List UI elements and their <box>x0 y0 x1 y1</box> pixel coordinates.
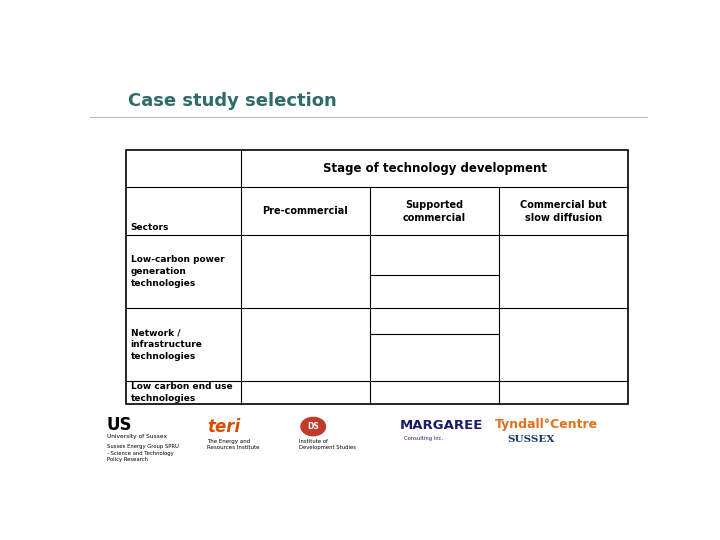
Text: Case study selection: Case study selection <box>128 92 337 110</box>
Bar <box>126 150 629 404</box>
Text: teri: teri <box>207 418 240 436</box>
Circle shape <box>301 417 325 436</box>
Text: Sectors: Sectors <box>131 223 169 232</box>
Text: The Energy and
Resources Institute: The Energy and Resources Institute <box>207 439 260 450</box>
Text: University of Sussex: University of Sussex <box>107 434 167 438</box>
Text: SUSSEX: SUSSEX <box>508 435 554 444</box>
Text: Stage of technology development: Stage of technology development <box>323 162 546 176</box>
Text: MARGAREE: MARGAREE <box>400 420 483 433</box>
Text: Consulting Inc.: Consulting Inc. <box>404 436 443 441</box>
Text: US: US <box>107 416 132 434</box>
Text: Low carbon end use
technologies: Low carbon end use technologies <box>131 382 233 403</box>
Text: Commercial but
slow diffusion: Commercial but slow diffusion <box>521 200 607 222</box>
Text: Low-carbon power
generation
technologies: Low-carbon power generation technologies <box>131 255 225 288</box>
Text: DS: DS <box>307 422 319 431</box>
Text: Institute of
Development Studies: Institute of Development Studies <box>300 439 356 450</box>
Text: Sussex Energy Group SPRU
- Science and Technology
Policy Research: Sussex Energy Group SPRU - Science and T… <box>107 444 179 462</box>
Text: Supported
commercial: Supported commercial <box>403 200 466 222</box>
Text: Tyndall°Centre: Tyndall°Centre <box>495 418 598 431</box>
Text: Network /
infrastructure
technologies: Network / infrastructure technologies <box>131 328 202 361</box>
Text: Pre-commercial: Pre-commercial <box>262 206 348 217</box>
